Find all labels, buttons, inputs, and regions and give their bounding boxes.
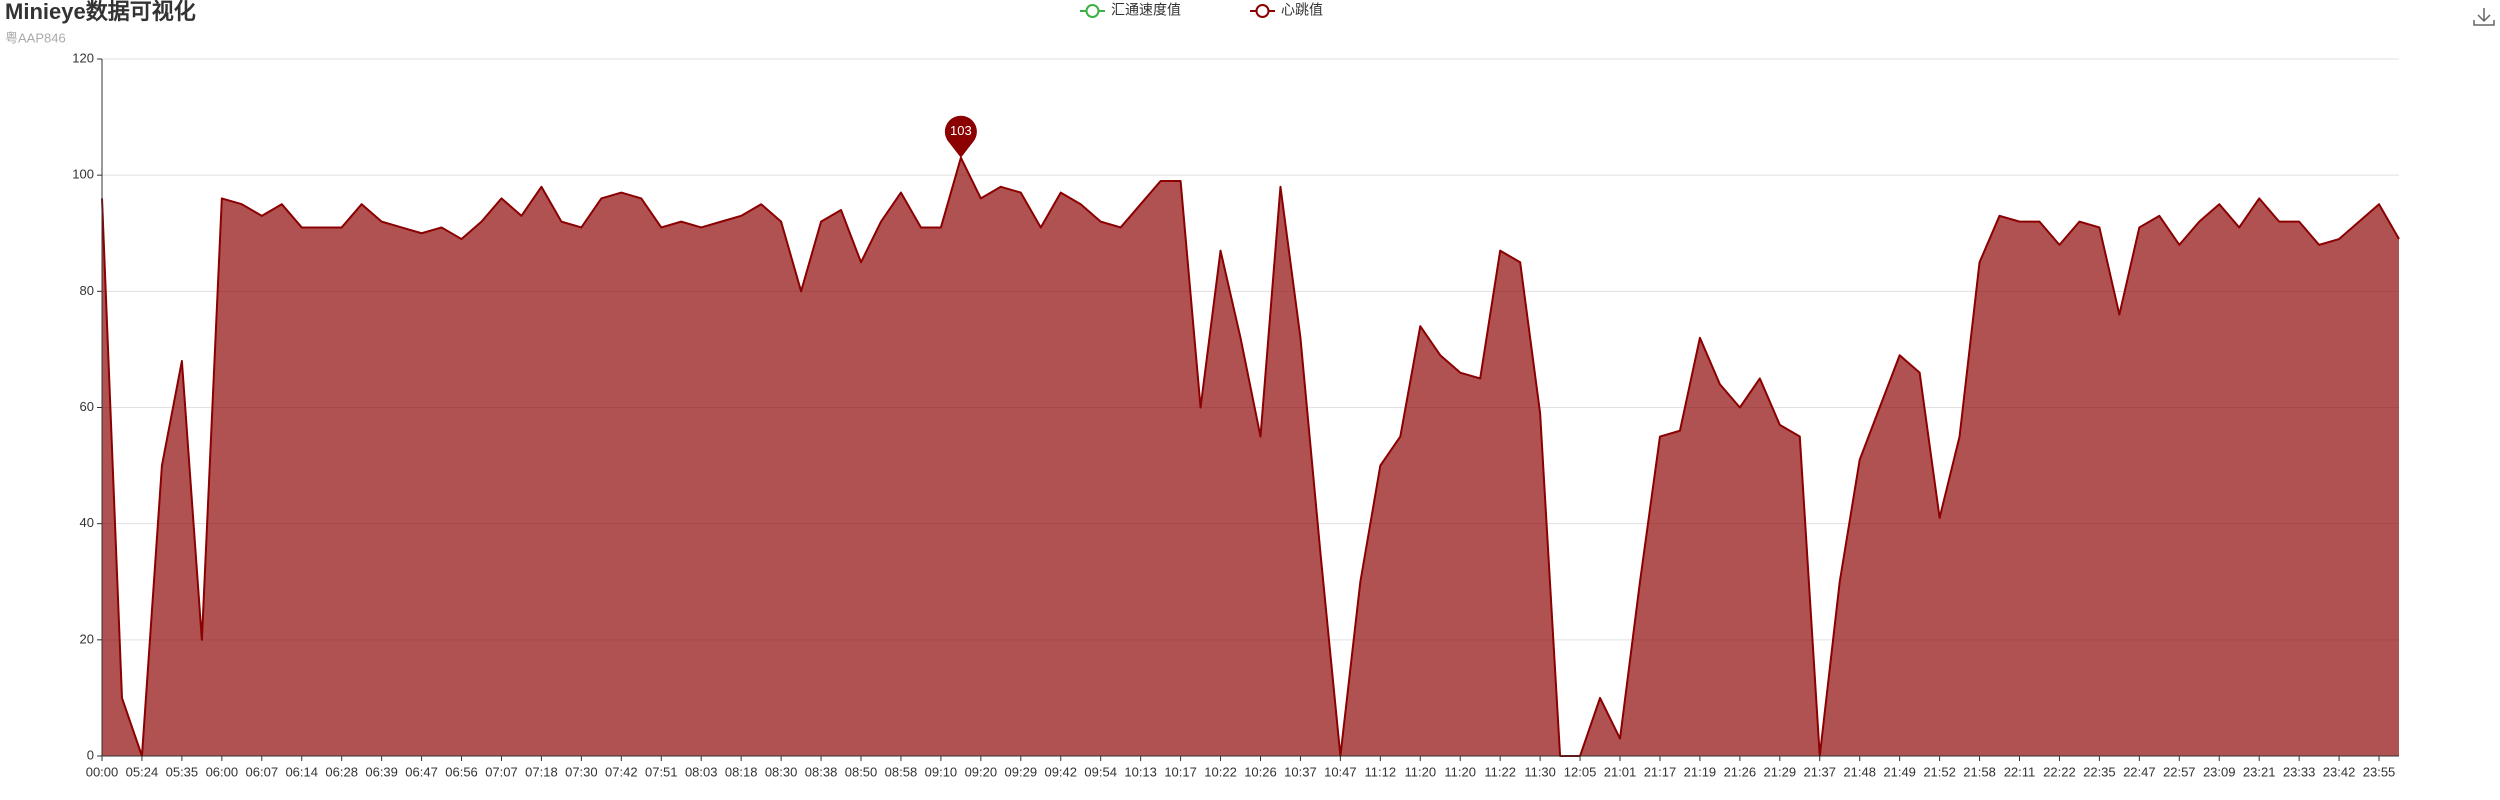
x-tick-label: 06:56: [445, 764, 478, 779]
y-tick-label: 100: [72, 167, 94, 182]
x-tick-label: 06:47: [405, 764, 438, 779]
y-tick-label: 0: [87, 747, 94, 762]
x-tick-label: 08:18: [725, 764, 758, 779]
x-tick-label: 06:39: [365, 764, 398, 779]
y-tick-label: 60: [80, 399, 94, 414]
y-tick-label: 120: [72, 50, 94, 65]
x-tick-label: 08:30: [765, 764, 798, 779]
x-tick-label: 23:42: [2323, 764, 2356, 779]
x-tick-label: 21:17: [1644, 764, 1677, 779]
x-tick-label: 10:47: [1324, 764, 1357, 779]
area: [102, 157, 2399, 756]
legend-label: 心跳值: [1281, 2, 1323, 18]
x-tick-label: 08:50: [845, 764, 878, 779]
chart-subtitle: 粤AAP846: [5, 30, 66, 45]
x-tick-label: 00:00: [86, 764, 119, 779]
x-tick-label: 11:20: [1444, 764, 1476, 779]
x-tick-label: 06:00: [206, 764, 239, 779]
legend-symbol: [1085, 4, 1100, 18]
x-tick-label: 07:51: [645, 764, 678, 779]
line: [101, 156, 2400, 757]
mark-point-label: 103: [950, 123, 972, 138]
x-tick-label: 23:21: [2243, 764, 2276, 779]
x-tick-label: 22:47: [2123, 764, 2156, 779]
x-tick-label: 10:22: [1204, 764, 1237, 779]
x-tick-label: 07:42: [605, 764, 638, 779]
x-tick-label: 21:58: [1963, 764, 1996, 779]
x-tick-label: 07:18: [525, 764, 558, 779]
mark-point: [944, 115, 977, 158]
chart-title: Minieye数据可视化: [5, 0, 196, 24]
y-tick-label: 20: [80, 631, 94, 646]
legend-symbol: [1255, 4, 1270, 18]
x-tick-label: 21:01: [1604, 764, 1637, 779]
x-tick-label: 21:49: [1883, 764, 1916, 779]
x-tick-label: 11:22: [1484, 764, 1516, 779]
x-tick-label: 05:24: [126, 764, 159, 779]
x-tick-label: 06:14: [285, 764, 318, 779]
x-tick-label: 09:42: [1044, 764, 1077, 779]
x-tick-label: 11:12: [1365, 764, 1397, 779]
download-icon[interactable]: [2473, 8, 2495, 26]
x-tick-label: 21:19: [1684, 764, 1717, 779]
x-tick-label: 10:37: [1284, 764, 1317, 779]
x-tick-label: 08:58: [885, 764, 918, 779]
x-tick-label: 22:57: [2163, 764, 2196, 779]
x-tick-label: 09:29: [1005, 764, 1038, 779]
x-tick-label: 11:20: [1404, 764, 1436, 779]
x-tick-label: 21:37: [1803, 764, 1836, 779]
y-tick-label: 80: [80, 283, 94, 298]
x-tick-label: 23:33: [2283, 764, 2316, 779]
x-tick-label: 05:35: [166, 764, 199, 779]
x-tick-label: 21:26: [1724, 764, 1757, 779]
x-tick-label: 23:09: [2203, 764, 2236, 779]
x-tick-label: 09:10: [925, 764, 958, 779]
x-tick-label: 21:48: [1843, 764, 1876, 779]
x-tick-label: 07:30: [565, 764, 598, 779]
x-tick-label: 22:35: [2083, 764, 2116, 779]
x-tick-label: 21:29: [1764, 764, 1797, 779]
x-tick-label: 10:13: [1124, 764, 1157, 779]
y-tick-label: 40: [80, 515, 94, 530]
x-tick-label: 07:07: [485, 764, 518, 779]
x-tick-label: 23:55: [2363, 764, 2396, 779]
x-tick-label: 11:30: [1524, 764, 1556, 779]
x-tick-label: 10:26: [1244, 764, 1277, 779]
x-tick-label: 21:52: [1923, 764, 1956, 779]
x-tick-label: 09:54: [1084, 764, 1117, 779]
x-tick-label: 06:07: [246, 764, 279, 779]
x-tick-label: 06:28: [325, 764, 358, 779]
x-tick-label: 22:22: [2043, 764, 2076, 779]
legend-label: 汇通速度值: [1111, 2, 1181, 18]
x-tick-label: 09:20: [965, 764, 998, 779]
x-tick-label: 08:03: [685, 764, 718, 779]
x-tick-label: 12:05: [1564, 764, 1597, 779]
x-tick-label: 08:38: [805, 764, 838, 779]
x-tick-label: 10:17: [1164, 764, 1197, 779]
x-tick-label: 22:11: [2004, 764, 2036, 779]
